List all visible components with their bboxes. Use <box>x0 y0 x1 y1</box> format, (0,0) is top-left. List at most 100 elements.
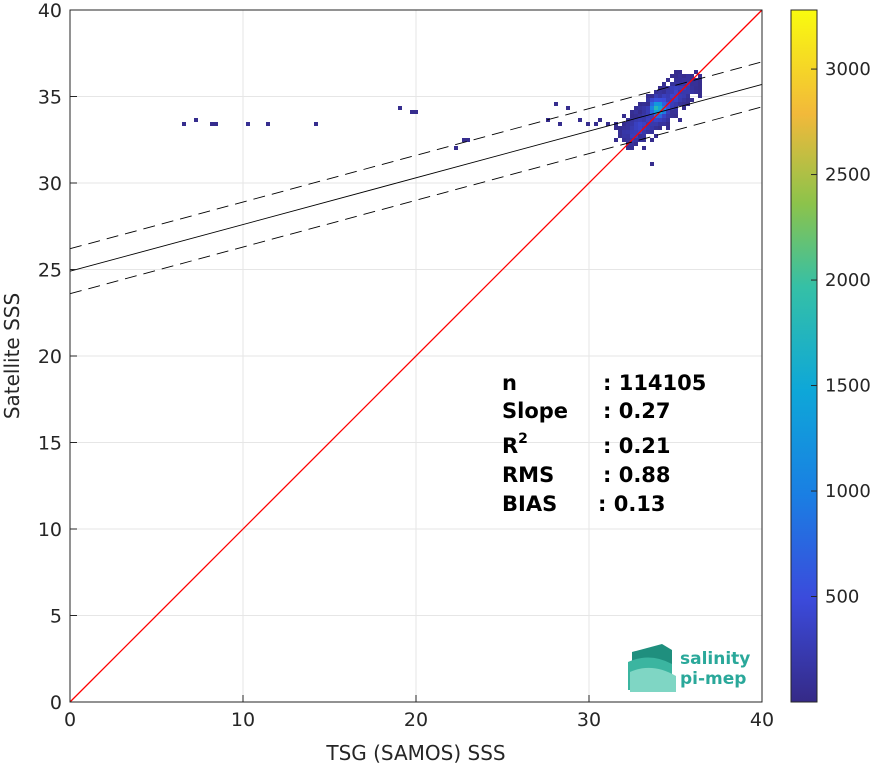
density-cell <box>694 70 698 74</box>
density-cell <box>622 114 626 118</box>
density-cell <box>618 126 622 130</box>
fit-line <box>69 83 763 272</box>
density-cell <box>650 114 654 118</box>
y-tick-label: 0 <box>50 692 62 714</box>
y-tick-label: 10 <box>38 519 62 541</box>
x-axis-ticks: 0 10 20 30 40 <box>64 695 774 731</box>
density-cell <box>410 110 414 114</box>
density-cell <box>674 82 678 86</box>
y-axis-ticks: 0 5 10 15 20 25 30 35 40 <box>38 0 77 714</box>
density-cell <box>626 138 630 142</box>
density-cell <box>666 98 670 102</box>
x-tick-label: 20 <box>404 709 428 731</box>
density-cell <box>630 114 634 118</box>
density-cell <box>682 106 686 110</box>
y-tick-label: 30 <box>38 173 62 195</box>
density-cell <box>642 122 646 126</box>
density-cell <box>654 102 658 106</box>
density-cell <box>674 110 678 114</box>
density-cell <box>614 138 618 142</box>
density-cell <box>626 130 630 134</box>
density-cell <box>678 78 682 82</box>
density-cell <box>658 98 662 102</box>
density-cell <box>658 126 662 130</box>
density-cell <box>642 146 646 150</box>
density-cell <box>630 122 634 126</box>
density-cell <box>622 138 626 142</box>
y-tick-label: 15 <box>38 433 62 455</box>
density-cell <box>626 146 630 150</box>
density-cell <box>674 70 678 74</box>
density-cell <box>690 98 694 102</box>
density-cell <box>678 86 682 90</box>
density-cell <box>682 102 686 106</box>
density-cell <box>642 138 646 142</box>
density-cell <box>314 122 318 126</box>
density-cell <box>670 82 674 86</box>
density-cell <box>646 130 650 134</box>
density-cell <box>578 118 582 122</box>
density-cell <box>670 114 674 118</box>
density-cell <box>654 122 658 126</box>
stat-rms-label: RMS <box>502 463 554 487</box>
density-cell <box>646 98 650 102</box>
density-cell <box>670 90 674 94</box>
density-cell <box>674 98 678 102</box>
density-cell <box>662 118 666 122</box>
density-cell <box>650 126 654 130</box>
density-cell <box>658 94 662 98</box>
density-cell <box>678 118 682 122</box>
colorbar-tick-label: 2500 <box>825 165 871 186</box>
density-cell <box>694 82 698 86</box>
density-cell <box>650 122 654 126</box>
density-cell <box>634 122 638 126</box>
density-cell <box>698 78 702 82</box>
stat-n-value: : 114105 <box>603 371 706 395</box>
density-cell <box>606 122 610 126</box>
density-cell <box>414 110 418 114</box>
density-cell <box>638 110 642 114</box>
density-cell <box>646 110 650 114</box>
stat-n-label: n <box>502 371 517 395</box>
density-cell <box>666 106 670 110</box>
y-tick-label: 20 <box>38 346 62 368</box>
density-cell <box>626 126 630 130</box>
stat-slope-label: Slope <box>502 399 568 423</box>
density-cell <box>662 98 666 102</box>
density-cell <box>454 146 458 150</box>
density-cell <box>650 110 654 114</box>
stat-bias-value: : 0.13 <box>598 492 666 516</box>
density-cell <box>646 102 650 106</box>
density-cell <box>662 122 666 126</box>
density-cell <box>666 86 670 90</box>
density-cell <box>466 138 470 142</box>
stat-r2-value: : 0.21 <box>603 434 671 458</box>
stat-r2-label: R2 <box>502 431 528 458</box>
density-cell <box>462 138 466 142</box>
density-cell <box>566 106 570 110</box>
density-cell <box>622 134 626 138</box>
density-cell <box>666 94 670 98</box>
density-cell <box>686 86 690 90</box>
density-cell <box>630 146 634 150</box>
density-cell <box>682 94 686 98</box>
density-cell <box>558 122 562 126</box>
density-cell <box>630 142 634 146</box>
density-cell <box>630 118 634 122</box>
density-cell <box>698 74 702 78</box>
density-cell <box>210 122 214 126</box>
density-cell <box>634 126 638 130</box>
density-cell <box>626 118 630 122</box>
density-cell <box>646 106 650 110</box>
density-cell <box>626 122 630 126</box>
density-cell <box>634 138 638 142</box>
density-cell <box>670 102 674 106</box>
density-cell <box>686 90 690 94</box>
density-cell <box>658 106 662 110</box>
density-cell <box>642 134 646 138</box>
density-cell <box>586 122 590 126</box>
density-cell <box>674 86 678 90</box>
density-cell <box>642 102 646 106</box>
x-tick-label: 30 <box>577 709 601 731</box>
density-cell <box>694 90 698 94</box>
